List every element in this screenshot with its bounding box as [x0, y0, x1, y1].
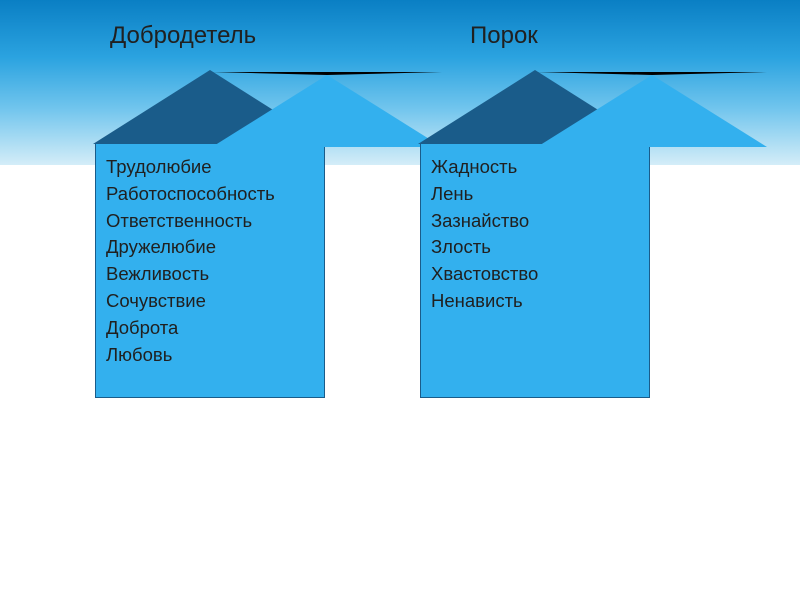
list-item: Работоспособность — [106, 181, 316, 208]
house-roof — [537, 72, 767, 147]
list-item: Злость — [431, 234, 641, 261]
house: ЖадностьЛеньЗазнайствоЗлостьХвастовствоН… — [420, 70, 650, 398]
list-item: Любовь — [106, 342, 316, 369]
list-item: Зазнайство — [431, 208, 641, 235]
house-box: ЖадностьЛеньЗазнайствоЗлостьХвастовствоН… — [420, 143, 650, 398]
list-item: Доброта — [106, 315, 316, 342]
house-roof-border — [93, 70, 327, 144]
list-item: Жадность — [431, 154, 641, 181]
list-item: Вежливость — [106, 261, 316, 288]
house-roof-border — [418, 70, 652, 144]
list-item: Сочувствие — [106, 288, 316, 315]
list-item: Трудолюбие — [106, 154, 316, 181]
house-roof — [212, 72, 442, 147]
list-item: Дружелюбие — [106, 234, 316, 261]
list-item: Лень — [431, 181, 641, 208]
list-item: Ответственность — [106, 208, 316, 235]
house-box: ТрудолюбиеРаботоспособностьОтветственнос… — [95, 143, 325, 398]
list-item: Хвастовство — [431, 261, 641, 288]
house: ТрудолюбиеРаботоспособностьОтветственнос… — [95, 70, 325, 398]
house-title: Добродетель — [110, 22, 256, 50]
house-title: Порок — [470, 22, 538, 50]
list-item: Ненависть — [431, 288, 641, 315]
